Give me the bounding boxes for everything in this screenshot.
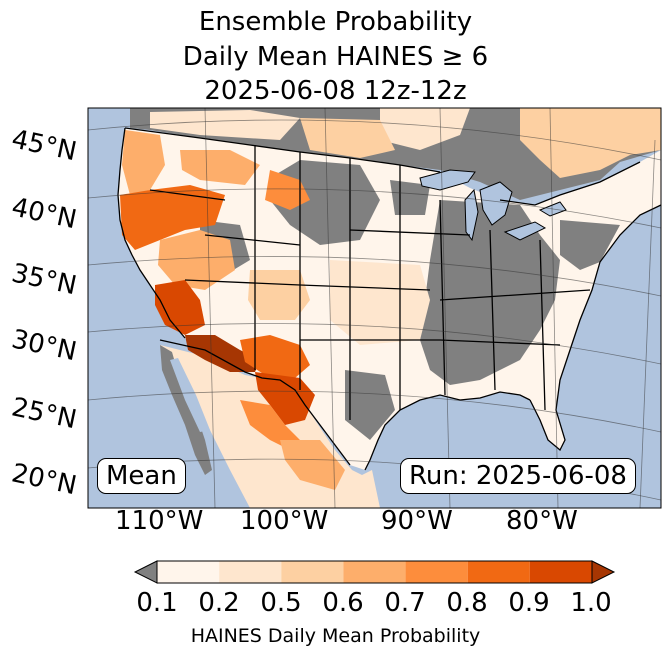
colorbar-cell-1 [219, 561, 282, 583]
colorado-orange [248, 270, 310, 320]
new-mexico-orange [240, 335, 310, 378]
colorbar-cell-2 [281, 561, 344, 583]
lat-40 [88, 188, 661, 229]
graticule [88, 108, 661, 508]
lon-label-100: 100°W [240, 506, 329, 536]
lat-25 [88, 390, 661, 433]
lon-70 [639, 139, 656, 508]
colorbar-tick-5: 0.8 [446, 588, 488, 618]
title-line-3: 2025-06-08 12z-12z [204, 76, 467, 106]
probability-regions [120, 118, 430, 490]
colorbar-tick-6: 0.9 [508, 588, 550, 618]
lon-90 [439, 108, 451, 508]
colorbar-over-arrow [591, 560, 616, 584]
title-line-1: Ensemble Probability [198, 7, 473, 37]
southern-canada [300, 118, 395, 158]
texas-orange-south [240, 400, 300, 450]
colorbar-cells [156, 560, 593, 584]
colorbar-under-arrow [133, 560, 158, 584]
lon-80 [549, 108, 559, 508]
montana-orange [180, 150, 260, 185]
northern-california-oregon [120, 185, 225, 250]
south-mexico-orange [280, 440, 345, 490]
lat-30 [88, 323, 661, 365]
southern-nevada-arizona [155, 280, 205, 335]
pacific-northwest [122, 130, 165, 195]
colorbar-label: HAINES Daily Mean Probability [190, 625, 481, 647]
east-coast [529, 204, 661, 452]
colorbar-tick-4: 0.7 [384, 588, 426, 618]
colorbar-cell-5 [467, 561, 530, 583]
great-basin [158, 230, 235, 290]
colorbar-cell-4 [405, 561, 468, 583]
lat-45 [88, 119, 661, 161]
colorbar-cell-6 [529, 561, 592, 583]
colorbar-cell-0 [157, 561, 220, 583]
lon-100 [324, 108, 336, 508]
us-mexico-border [159, 339, 351, 466]
canada-light-west [150, 110, 300, 140]
lon-label-90: 90°W [381, 506, 453, 536]
lon-110 [204, 108, 216, 508]
colorbar-tick-7: 1.0 [570, 588, 612, 618]
colorbar-tick-1: 0.2 [198, 588, 240, 618]
colorbar-tick-2: 0.5 [260, 588, 302, 618]
central-plains [330, 260, 430, 345]
wyoming-orange [265, 170, 310, 210]
colorbar [133, 560, 616, 584]
run-date-box: Run: 2025-06-08 [400, 458, 636, 494]
great-lakes [419, 169, 567, 242]
baja-land [160, 345, 212, 475]
state-lines-4 [300, 229, 591, 346]
lon-label-110: 110°W [115, 506, 204, 536]
canada-light-east [520, 108, 661, 178]
canada-light-mid [380, 108, 470, 150]
state-lines-2 [254, 145, 351, 420]
west-coast [117, 127, 186, 339]
state-lines-3 [399, 165, 546, 411]
colorbar-tick-0: 0.1 [136, 588, 178, 618]
southern-arizona-new-mexico [185, 335, 260, 372]
map-frame [87, 107, 662, 509]
map-area [88, 108, 661, 508]
lat-35 [88, 256, 661, 297]
title-line-2: Daily Mean HAINES ≥ 6 [182, 42, 489, 72]
colorbar-cell-3 [343, 561, 406, 583]
mean-box: Mean [97, 458, 186, 494]
colorbar-tick-3: 0.6 [322, 588, 364, 618]
gulf-of-california [170, 358, 210, 432]
lon-label-80: 80°W [506, 506, 578, 536]
